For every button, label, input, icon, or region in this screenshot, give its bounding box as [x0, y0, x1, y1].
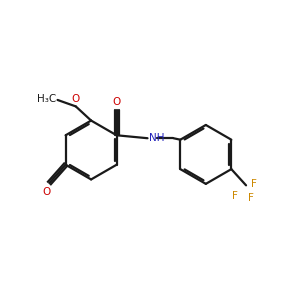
Text: F: F: [232, 190, 238, 201]
Text: O: O: [72, 94, 80, 104]
Text: NH: NH: [149, 133, 164, 143]
Text: O: O: [42, 187, 51, 196]
Text: F: F: [248, 193, 254, 203]
Text: O: O: [112, 97, 121, 107]
Text: F: F: [251, 179, 257, 189]
Text: H₃C: H₃C: [37, 94, 56, 104]
